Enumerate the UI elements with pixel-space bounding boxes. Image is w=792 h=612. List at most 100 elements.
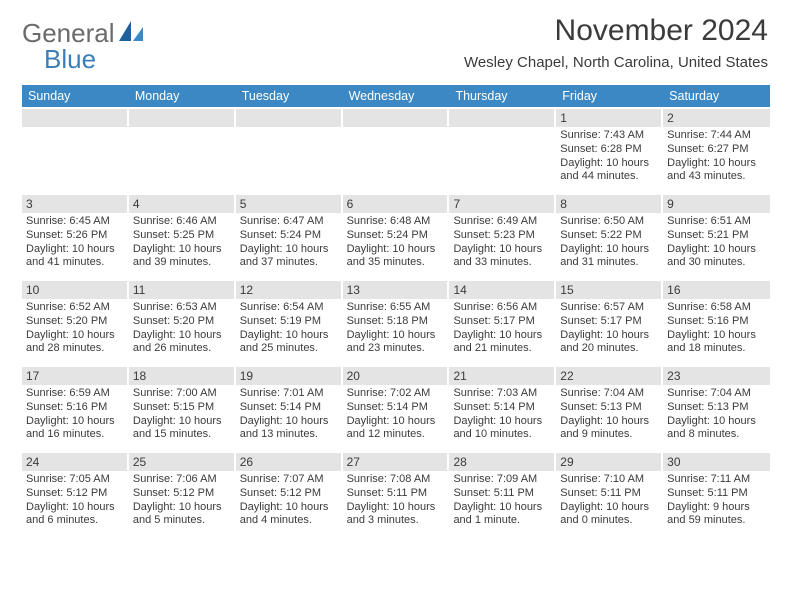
day-cell: 23Sunrise: 7:04 AMSunset: 5:13 PMDayligh…	[663, 367, 770, 451]
sunset-line: Sunset: 5:20 PM	[26, 315, 125, 329]
daylight2-line: and 44 minutes.	[560, 170, 659, 184]
day-cell: 13Sunrise: 6:55 AMSunset: 5:18 PMDayligh…	[343, 281, 450, 365]
sunrise-line: Sunrise: 7:02 AM	[347, 387, 446, 401]
daylight1-line: Daylight: 10 hours	[453, 501, 552, 515]
day-number: 28	[449, 453, 556, 471]
daylight1-line: Daylight: 10 hours	[560, 501, 659, 515]
logo-text-blue: Blue	[44, 44, 96, 74]
dayheader-thursday: Thursday	[449, 85, 556, 107]
week-row: 3Sunrise: 6:45 AMSunset: 5:26 PMDaylight…	[22, 195, 770, 279]
day-cell: 5Sunrise: 6:47 AMSunset: 5:24 PMDaylight…	[236, 195, 343, 279]
day-cell	[129, 109, 236, 193]
sunrise-line: Sunrise: 6:56 AM	[453, 301, 552, 315]
sunrise-line: Sunrise: 7:43 AM	[560, 129, 659, 143]
day-number: 24	[22, 453, 129, 471]
sunset-line: Sunset: 5:26 PM	[26, 229, 125, 243]
day-cell: 12Sunrise: 6:54 AMSunset: 5:19 PMDayligh…	[236, 281, 343, 365]
daylight1-line: Daylight: 10 hours	[240, 501, 339, 515]
dayheader-wednesday: Wednesday	[343, 85, 450, 107]
day-cell: 19Sunrise: 7:01 AMSunset: 5:14 PMDayligh…	[236, 367, 343, 451]
daylight2-line: and 4 minutes.	[240, 514, 339, 528]
sunset-line: Sunset: 5:17 PM	[560, 315, 659, 329]
day-number: 23	[663, 367, 770, 385]
day-cell: 6Sunrise: 6:48 AMSunset: 5:24 PMDaylight…	[343, 195, 450, 279]
daylight2-line: and 8 minutes.	[667, 428, 766, 442]
day-cell: 17Sunrise: 6:59 AMSunset: 5:16 PMDayligh…	[22, 367, 129, 451]
day-number: 22	[556, 367, 663, 385]
dayheader-sunday: Sunday	[22, 85, 129, 107]
day-number: 26	[236, 453, 343, 471]
sunrise-line: Sunrise: 7:00 AM	[133, 387, 232, 401]
day-number: 13	[343, 281, 450, 299]
daylight2-line: and 35 minutes.	[347, 256, 446, 270]
day-cell: 9Sunrise: 6:51 AMSunset: 5:21 PMDaylight…	[663, 195, 770, 279]
daylight1-line: Daylight: 10 hours	[133, 329, 232, 343]
location: Wesley Chapel, North Carolina, United St…	[464, 54, 768, 71]
sunrise-line: Sunrise: 6:57 AM	[560, 301, 659, 315]
daylight2-line: and 9 minutes.	[560, 428, 659, 442]
day-number: 8	[556, 195, 663, 213]
daylight1-line: Daylight: 10 hours	[453, 415, 552, 429]
daylight2-line: and 18 minutes.	[667, 342, 766, 356]
weeks-container: 1Sunrise: 7:43 AMSunset: 6:28 PMDaylight…	[22, 109, 770, 537]
daylight2-line: and 41 minutes.	[26, 256, 125, 270]
daylight1-line: Daylight: 10 hours	[133, 243, 232, 257]
day-cell: 7Sunrise: 6:49 AMSunset: 5:23 PMDaylight…	[449, 195, 556, 279]
day-cell	[343, 109, 450, 193]
day-cell: 22Sunrise: 7:04 AMSunset: 5:13 PMDayligh…	[556, 367, 663, 451]
daylight2-line: and 28 minutes.	[26, 342, 125, 356]
sunrise-line: Sunrise: 6:50 AM	[560, 215, 659, 229]
daylight1-line: Daylight: 10 hours	[347, 501, 446, 515]
day-number	[236, 109, 343, 127]
daylight1-line: Daylight: 10 hours	[26, 415, 125, 429]
daylight1-line: Daylight: 9 hours	[667, 501, 766, 515]
day-number: 14	[449, 281, 556, 299]
day-cell: 10Sunrise: 6:52 AMSunset: 5:20 PMDayligh…	[22, 281, 129, 365]
day-number: 18	[129, 367, 236, 385]
day-number: 17	[22, 367, 129, 385]
daylight1-line: Daylight: 10 hours	[133, 501, 232, 515]
sunrise-line: Sunrise: 6:45 AM	[26, 215, 125, 229]
sunrise-line: Sunrise: 6:47 AM	[240, 215, 339, 229]
day-number: 21	[449, 367, 556, 385]
daylight2-line: and 25 minutes.	[240, 342, 339, 356]
sunrise-line: Sunrise: 6:58 AM	[667, 301, 766, 315]
daylight2-line: and 43 minutes.	[667, 170, 766, 184]
sunset-line: Sunset: 5:24 PM	[347, 229, 446, 243]
sunset-line: Sunset: 5:14 PM	[240, 401, 339, 415]
daylight2-line: and 13 minutes.	[240, 428, 339, 442]
daylight1-line: Daylight: 10 hours	[667, 243, 766, 257]
dayheader-saturday: Saturday	[663, 85, 770, 107]
sunset-line: Sunset: 5:24 PM	[240, 229, 339, 243]
daylight1-line: Daylight: 10 hours	[26, 243, 125, 257]
sunset-line: Sunset: 5:11 PM	[560, 487, 659, 501]
day-cell: 27Sunrise: 7:08 AMSunset: 5:11 PMDayligh…	[343, 453, 450, 537]
sunrise-line: Sunrise: 6:54 AM	[240, 301, 339, 315]
sunset-line: Sunset: 5:17 PM	[453, 315, 552, 329]
daylight2-line: and 33 minutes.	[453, 256, 552, 270]
daylight2-line: and 15 minutes.	[133, 428, 232, 442]
daylight1-line: Daylight: 10 hours	[667, 157, 766, 171]
day-cell: 28Sunrise: 7:09 AMSunset: 5:11 PMDayligh…	[449, 453, 556, 537]
day-number: 19	[236, 367, 343, 385]
sunset-line: Sunset: 5:14 PM	[453, 401, 552, 415]
daylight1-line: Daylight: 10 hours	[453, 243, 552, 257]
day-number	[343, 109, 450, 127]
daylight2-line: and 37 minutes.	[240, 256, 339, 270]
daylight2-line: and 23 minutes.	[347, 342, 446, 356]
calendar: Sunday Monday Tuesday Wednesday Thursday…	[22, 85, 770, 537]
sunrise-line: Sunrise: 7:08 AM	[347, 473, 446, 487]
day-number: 1	[556, 109, 663, 127]
daylight2-line: and 16 minutes.	[26, 428, 125, 442]
daylight2-line: and 12 minutes.	[347, 428, 446, 442]
sunrise-line: Sunrise: 6:53 AM	[133, 301, 232, 315]
sunset-line: Sunset: 5:23 PM	[453, 229, 552, 243]
day-number: 9	[663, 195, 770, 213]
daylight2-line: and 3 minutes.	[347, 514, 446, 528]
header: November 2024 Wesley Chapel, North Carol…	[464, 14, 768, 71]
week-row: 24Sunrise: 7:05 AMSunset: 5:12 PMDayligh…	[22, 453, 770, 537]
day-cell: 24Sunrise: 7:05 AMSunset: 5:12 PMDayligh…	[22, 453, 129, 537]
sunrise-line: Sunrise: 6:48 AM	[347, 215, 446, 229]
sunrise-line: Sunrise: 7:04 AM	[667, 387, 766, 401]
sunset-line: Sunset: 5:19 PM	[240, 315, 339, 329]
